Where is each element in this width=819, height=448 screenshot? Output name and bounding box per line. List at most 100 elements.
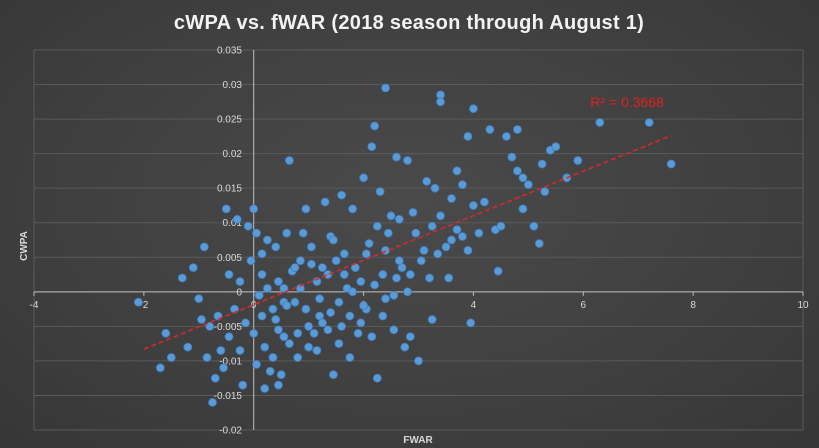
data-point <box>312 346 322 355</box>
data-point <box>372 373 382 383</box>
data-point <box>468 104 478 114</box>
data-point <box>183 342 193 352</box>
data-point <box>427 221 437 231</box>
y-tick-label: 0 <box>236 287 242 298</box>
data-point <box>534 239 544 248</box>
data-point <box>513 166 522 176</box>
data-point <box>485 125 495 134</box>
data-point <box>252 228 261 238</box>
x-tick-label: 4 <box>471 300 477 311</box>
data-point <box>405 332 415 342</box>
data-point <box>295 283 305 293</box>
data-point <box>416 256 426 266</box>
data-point <box>271 315 281 324</box>
data-point <box>238 380 248 390</box>
y-tick-label: -0.015 <box>214 391 243 402</box>
data-point <box>271 242 281 252</box>
points-layer <box>133 83 676 407</box>
data-point <box>257 270 267 279</box>
data-point <box>262 235 272 245</box>
data-point <box>177 273 187 283</box>
data-point <box>339 249 349 259</box>
data-point <box>496 221 506 231</box>
y-tick-label: -0.01 <box>219 356 242 367</box>
data-point <box>425 273 434 283</box>
data-point <box>479 197 489 207</box>
axis-layer: -0.02 -0.015 -0.01 -0.005 0 0.005 0.01 0.015 0.0… <box>30 46 809 437</box>
data-point <box>367 142 377 152</box>
data-point <box>436 97 445 107</box>
data-point <box>197 315 206 324</box>
data-point <box>155 363 165 373</box>
chart-title: cWPA vs. fWAR (2018 season through Augus… <box>174 12 644 34</box>
data-point <box>161 328 171 338</box>
data-point <box>205 321 215 331</box>
x-tick-label: 8 <box>690 300 696 311</box>
data-point <box>326 308 336 317</box>
data-point <box>243 221 253 231</box>
data-point <box>166 353 176 362</box>
data-point <box>436 211 445 221</box>
data-point <box>427 315 437 324</box>
y-tick-label: 0.015 <box>217 184 242 195</box>
data-point <box>295 256 305 266</box>
y-tick-label: 0.03 <box>223 80 243 91</box>
data-point <box>381 294 390 304</box>
data-point <box>422 176 432 186</box>
data-point <box>268 353 278 362</box>
data-point <box>194 294 204 304</box>
data-point <box>537 159 547 169</box>
data-point <box>224 332 234 342</box>
data-point <box>282 228 292 238</box>
data-point <box>501 131 511 141</box>
data-point <box>260 342 270 352</box>
data-point <box>513 125 522 134</box>
data-point <box>411 228 421 238</box>
data-point <box>457 232 467 241</box>
data-point <box>463 245 473 255</box>
data-point <box>474 228 484 238</box>
data-point <box>262 283 272 293</box>
r-squared-annotation: R² = 0.3668 <box>590 94 664 110</box>
data-point <box>364 239 374 248</box>
y-axis-title: CWPA <box>19 231 30 261</box>
data-point <box>337 190 347 200</box>
data-point <box>254 290 264 300</box>
data-point <box>370 280 380 290</box>
data-point <box>301 304 311 314</box>
data-point <box>444 273 454 283</box>
data-point <box>133 297 143 307</box>
data-point <box>430 183 440 193</box>
y-tick-label: 0.025 <box>217 115 242 126</box>
trend-layer <box>143 134 672 350</box>
y-tick-label: 0.005 <box>217 253 242 264</box>
data-point <box>199 242 209 252</box>
data-point <box>252 359 261 369</box>
data-point <box>309 328 319 338</box>
data-point <box>323 270 333 279</box>
data-point <box>290 297 300 307</box>
data-point <box>367 332 377 342</box>
data-point <box>348 287 358 297</box>
data-point <box>433 249 443 259</box>
data-point <box>405 270 415 279</box>
data-point <box>408 207 418 217</box>
data-point <box>273 277 283 286</box>
data-point <box>463 131 473 141</box>
data-point <box>403 156 412 165</box>
data-point <box>378 270 388 279</box>
data-point <box>208 397 217 407</box>
data-point <box>447 235 456 245</box>
data-point <box>466 318 476 328</box>
data-point <box>345 353 355 362</box>
data-point <box>221 204 231 214</box>
y-tick-label: -0.005 <box>214 322 243 333</box>
data-point <box>219 363 228 373</box>
data-point <box>224 270 234 279</box>
data-point <box>389 325 399 335</box>
data-point <box>441 242 451 252</box>
data-point <box>573 156 583 165</box>
y-tick-label: 0.035 <box>217 46 242 57</box>
data-point <box>331 256 341 266</box>
